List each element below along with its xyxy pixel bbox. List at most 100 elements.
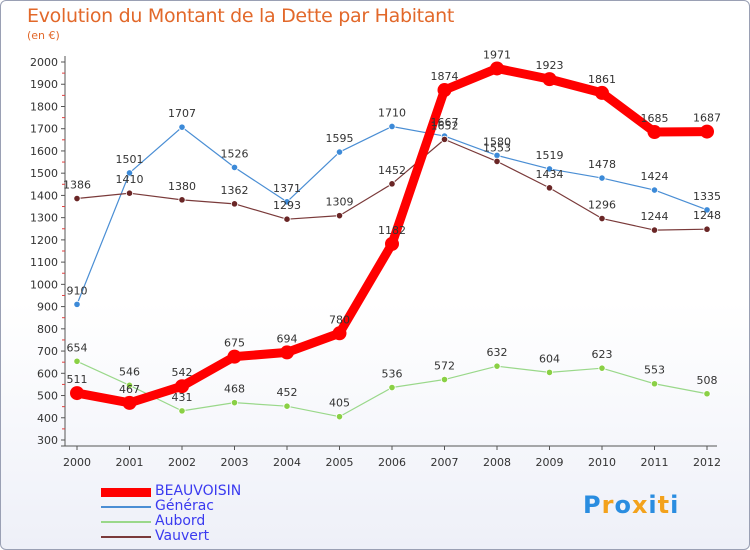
data-label: 1685 [641, 112, 669, 125]
data-label: 1248 [693, 209, 721, 222]
data-point [227, 349, 242, 364]
data-labels: 910 1501 1707 1526 1371 1595 1710 1667 1580 1519 1… [63, 48, 721, 409]
data-label: 1652 [431, 119, 459, 132]
y-tick-label: 1500 [30, 167, 58, 180]
x-tick-label: 2003 [221, 456, 249, 469]
data-point [280, 345, 294, 360]
data-point [283, 215, 291, 223]
data-label: 536 [382, 368, 403, 381]
data-point [440, 135, 449, 143]
data-point [335, 212, 344, 220]
data-point [230, 163, 239, 171]
data-point [230, 399, 239, 407]
data-point [388, 383, 396, 392]
x-tick-label: 2000 [63, 456, 91, 469]
data-label: 1710 [378, 106, 406, 119]
x-tick-label: 2002 [168, 456, 196, 469]
data-point [73, 357, 81, 365]
y-tick-label: 600 [37, 367, 58, 380]
data-point [545, 184, 554, 192]
y-tick-label: 1700 [30, 123, 58, 136]
y-tick-label: 700 [37, 345, 58, 358]
data-label: 431 [172, 391, 193, 404]
y-tick-label: 1400 [30, 189, 58, 202]
data-point [178, 196, 186, 204]
data-point [650, 186, 659, 194]
x-tick-label: 2011 [641, 456, 669, 469]
data-label: 1687 [693, 112, 721, 125]
y-tick-label: 1300 [30, 212, 58, 225]
data-point [178, 123, 186, 131]
data-point [703, 225, 711, 233]
data-point [122, 395, 137, 410]
x-tick-label: 2005 [326, 456, 354, 469]
data-label: 1519 [536, 149, 564, 162]
data-point [700, 124, 714, 139]
x-tick-label: 2012 [693, 456, 721, 469]
y-tick-label: 400 [37, 412, 58, 425]
x-tick-label: 2004 [273, 456, 301, 469]
data-point [440, 375, 449, 384]
data-label: 468 [224, 383, 245, 396]
y-tick-label: 1900 [30, 78, 58, 91]
data-label: 508 [697, 374, 718, 387]
data-point [545, 368, 554, 377]
data-point [647, 125, 662, 140]
data-label: 1362 [221, 184, 249, 197]
data-label: 623 [592, 348, 613, 361]
data-label: 1410 [116, 173, 144, 186]
legend-swatch [101, 536, 151, 538]
data-point [650, 226, 659, 234]
logo-letter: x [631, 491, 649, 519]
data-label: 542 [172, 366, 193, 379]
data-label: 910 [67, 284, 88, 297]
line-chart: 300 400 500 600 700 800 900 1000 1100 1200 1300 140… [30, 48, 721, 469]
data-point [283, 198, 291, 206]
data-label: 1182 [378, 224, 406, 237]
data-label: 1434 [536, 168, 564, 181]
data-point [493, 157, 501, 165]
data-point [125, 381, 134, 389]
data-label: 1874 [431, 70, 459, 83]
logo-letter: P [583, 491, 602, 519]
data-point [650, 380, 659, 388]
data-label: 1293 [273, 199, 301, 212]
data-label: 1861 [588, 73, 616, 86]
chart-title: Evolution du Montant de la Dette par Hab… [27, 5, 455, 27]
y-tick-label: 1000 [30, 278, 58, 291]
data-point [545, 165, 554, 173]
data-label: 1595 [326, 132, 354, 145]
data-point [385, 236, 399, 251]
data-label: 694 [277, 332, 298, 345]
data-label: 1452 [378, 164, 406, 177]
data-label: 1244 [641, 210, 669, 223]
data-point [598, 364, 606, 372]
data-point [388, 180, 396, 188]
data-point [178, 407, 186, 415]
legend-label: Vauvert [155, 528, 210, 544]
data-point [335, 413, 344, 421]
proxiti-logo: Proxiti [583, 491, 679, 519]
legend-label: Générac [155, 498, 214, 514]
legend-swatch [101, 487, 151, 497]
y-tick-label: 900 [37, 301, 58, 314]
data-point [703, 390, 711, 398]
data-label: 632 [487, 346, 508, 359]
data-point [542, 72, 557, 87]
legend-label: BEAUVOISIN [155, 483, 242, 499]
x-tick-label: 2009 [536, 456, 564, 469]
legend-label: Aubord [155, 513, 206, 529]
data-point [598, 214, 606, 223]
y-tick-label: 800 [37, 323, 58, 336]
data-label: 1707 [168, 107, 196, 120]
logo-letter: o [614, 491, 632, 519]
data-point [335, 148, 344, 156]
data-point [283, 402, 291, 410]
data-label: 1580 [483, 135, 511, 148]
data-point [73, 300, 81, 308]
data-label: 553 [644, 364, 665, 377]
legend-swatch [101, 521, 151, 523]
data-point [175, 379, 189, 394]
data-label: 1386 [63, 179, 91, 192]
